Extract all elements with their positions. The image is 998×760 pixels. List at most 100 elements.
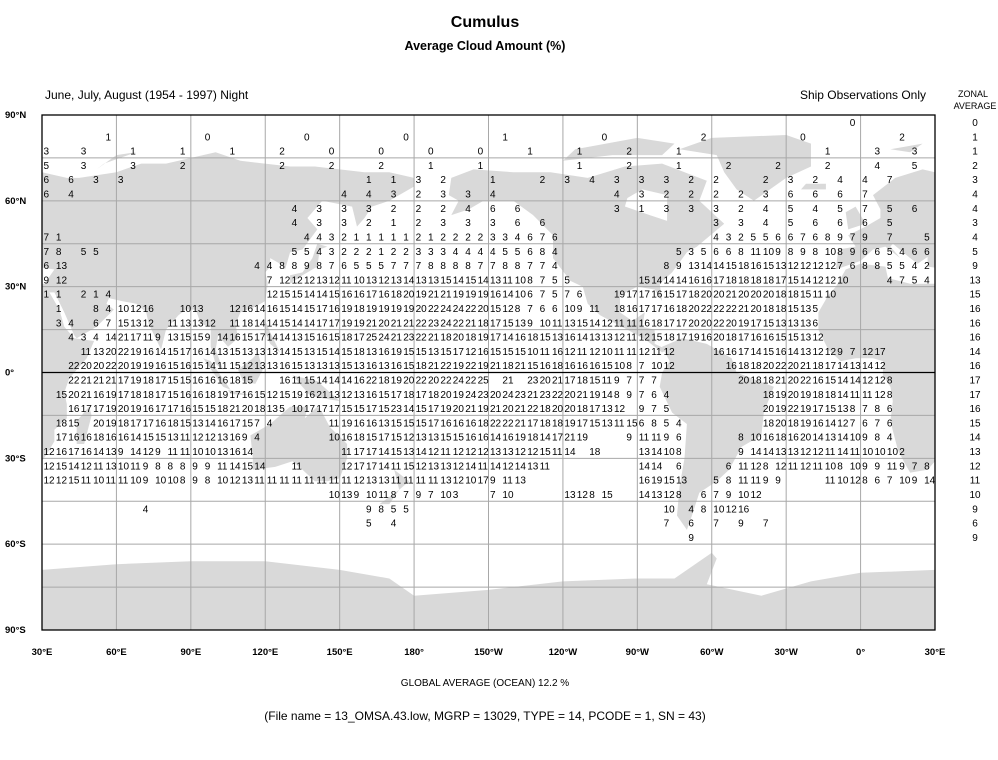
grid-value: 5: [887, 218, 893, 229]
grid-value: 3: [440, 190, 446, 201]
grid-value: 2: [391, 204, 397, 215]
zonal-average-value: 12: [969, 461, 981, 472]
grid-value: 3: [639, 175, 645, 186]
grid-value: 19: [453, 361, 465, 372]
grid-value: 2: [354, 247, 360, 258]
grid-value: 13: [378, 361, 390, 372]
grid-value: 1: [639, 204, 645, 215]
grid-value: 16: [230, 433, 242, 444]
grid-value: 2: [763, 175, 769, 186]
grid-value: 13: [440, 461, 452, 472]
grid-value: 3: [490, 232, 496, 243]
grid-value: 17: [490, 333, 502, 344]
grid-value: 17: [316, 404, 328, 415]
grid-value: 16: [242, 390, 254, 401]
grid-value: 17: [155, 404, 167, 415]
grid-value: 10: [292, 404, 304, 415]
grid-value: 3: [639, 190, 645, 201]
grid-value: 9: [155, 447, 161, 458]
grid-value: 23: [515, 390, 527, 401]
grid-value: 7: [639, 390, 645, 401]
grid-value: 3: [713, 218, 719, 229]
grid-value: 11: [887, 461, 898, 472]
grid-value: 6: [527, 290, 533, 301]
grid-value: 19: [130, 404, 142, 415]
grid-value: 21: [440, 290, 452, 301]
grid-value: 7: [850, 347, 856, 358]
grid-value: 20: [564, 390, 576, 401]
grid-value: 13: [515, 476, 527, 487]
grid-value: 17: [428, 418, 440, 429]
grid-value: 15: [788, 304, 800, 315]
longitude-label: 0°: [856, 647, 865, 658]
grid-value: 10: [564, 304, 576, 315]
grid-value: 15: [775, 333, 787, 344]
global-average: GLOBAL AVERAGE (OCEAN) 12.2 %: [401, 678, 570, 689]
grid-value: 10: [875, 447, 887, 458]
grid-value: 8: [825, 232, 831, 243]
grid-value: 7: [850, 418, 856, 429]
grid-value: 15: [168, 347, 180, 358]
grid-value: 14: [763, 447, 775, 458]
land-layer: [42, 135, 935, 630]
grid-value: 21: [564, 433, 576, 444]
grid-value: 19: [465, 290, 477, 301]
grid-value: 14: [751, 447, 763, 458]
grid-value: 14: [205, 361, 217, 372]
grid-value: 14: [279, 347, 291, 358]
grid-value: 22: [726, 304, 738, 315]
grid-value: 8: [465, 261, 471, 272]
zonal-average-value: 10: [969, 490, 981, 501]
grid-value: 20: [242, 404, 254, 415]
grid-value: 8: [850, 404, 856, 415]
grid-value: 19: [106, 418, 118, 429]
grid-value: 15: [440, 347, 452, 358]
grid-value: 18: [143, 390, 155, 401]
grid-value: 10: [540, 318, 552, 329]
grid-value: 2: [688, 175, 694, 186]
grid-value: 12: [230, 476, 242, 487]
grid-value: 2: [378, 161, 384, 172]
grid-value: 13: [267, 347, 279, 358]
grid-value: 2: [899, 447, 905, 458]
grid-value: 3: [440, 218, 446, 229]
grid-value: 8: [738, 433, 744, 444]
land-mass: [414, 552, 935, 630]
grid-value: 18: [788, 290, 800, 301]
grid-value: 15: [254, 390, 266, 401]
grid-value: 8: [837, 247, 843, 258]
grid-value: 15: [304, 376, 316, 387]
grid-value: 15: [378, 390, 390, 401]
grid-value: 16: [341, 433, 353, 444]
grid-value: 5: [552, 290, 558, 301]
grid-value: 11: [217, 461, 228, 472]
grid-value: 13: [428, 433, 440, 444]
grid-value: 24: [453, 376, 465, 387]
grid-value: 14: [378, 461, 390, 472]
latitude-label: 60°N: [5, 196, 26, 207]
grid-value: 16: [192, 347, 204, 358]
grid-value: 16: [205, 376, 217, 387]
grid-value: 17: [639, 304, 651, 315]
grid-value: 13: [168, 433, 180, 444]
grid-value: 12: [44, 447, 56, 458]
grid-value: 10: [614, 361, 626, 372]
grid-value: 1: [428, 232, 434, 243]
grid-value: 19: [775, 404, 787, 415]
grid-value: 1: [391, 232, 397, 243]
grid-value: 13: [192, 304, 204, 315]
grid-value: 10: [329, 490, 341, 501]
grid-value: 13: [329, 361, 341, 372]
grid-value: 3: [465, 218, 471, 229]
grid-value: 17: [130, 418, 142, 429]
grid-value: 14: [589, 318, 601, 329]
grid-value: 24: [453, 304, 465, 315]
grid-value: 15: [292, 290, 304, 301]
grid-value: 13: [329, 390, 341, 401]
grid-value: 10: [664, 504, 676, 515]
land-mass: [42, 152, 415, 462]
grid-value: 22: [800, 376, 812, 387]
grid-value: 16: [217, 418, 229, 429]
grid-value: 15: [292, 347, 304, 358]
grid-value: 16: [192, 376, 204, 387]
